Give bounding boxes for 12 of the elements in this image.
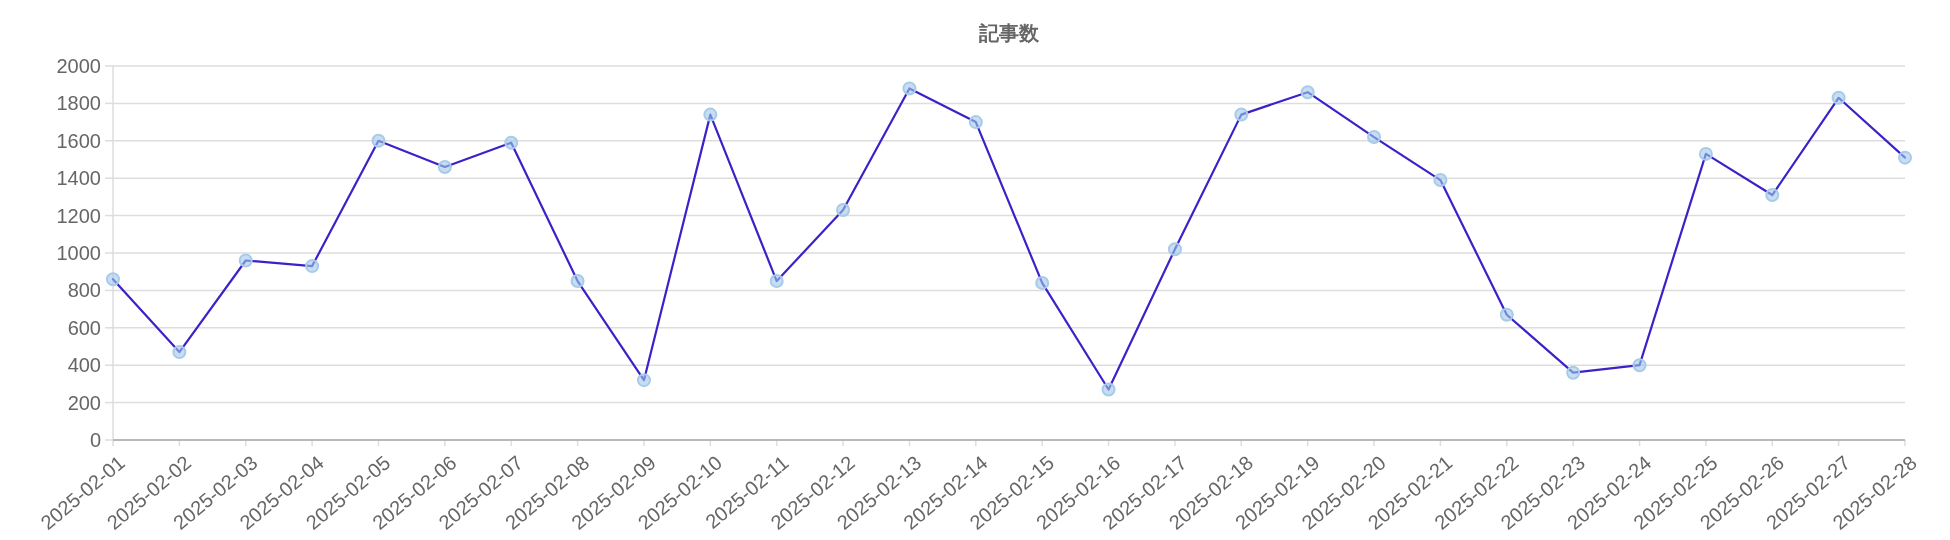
y-tick-label: 2000 [56,55,101,77]
y-tick-label: 1600 [56,129,101,152]
y-tick-label: 1000 [56,242,101,264]
y-tick-label: 400 [67,354,101,377]
y-tick-label: 800 [67,279,101,302]
y-tick-label: 1800 [56,92,101,115]
y-tick-label: 1200 [56,204,101,227]
y-tick-label: 600 [67,316,101,339]
y-tick-label: 0 [89,429,101,451]
y-tick-label: 1400 [56,167,101,190]
chart-title: 記事数 [978,22,1040,44]
y-tick-label: 200 [67,391,101,414]
